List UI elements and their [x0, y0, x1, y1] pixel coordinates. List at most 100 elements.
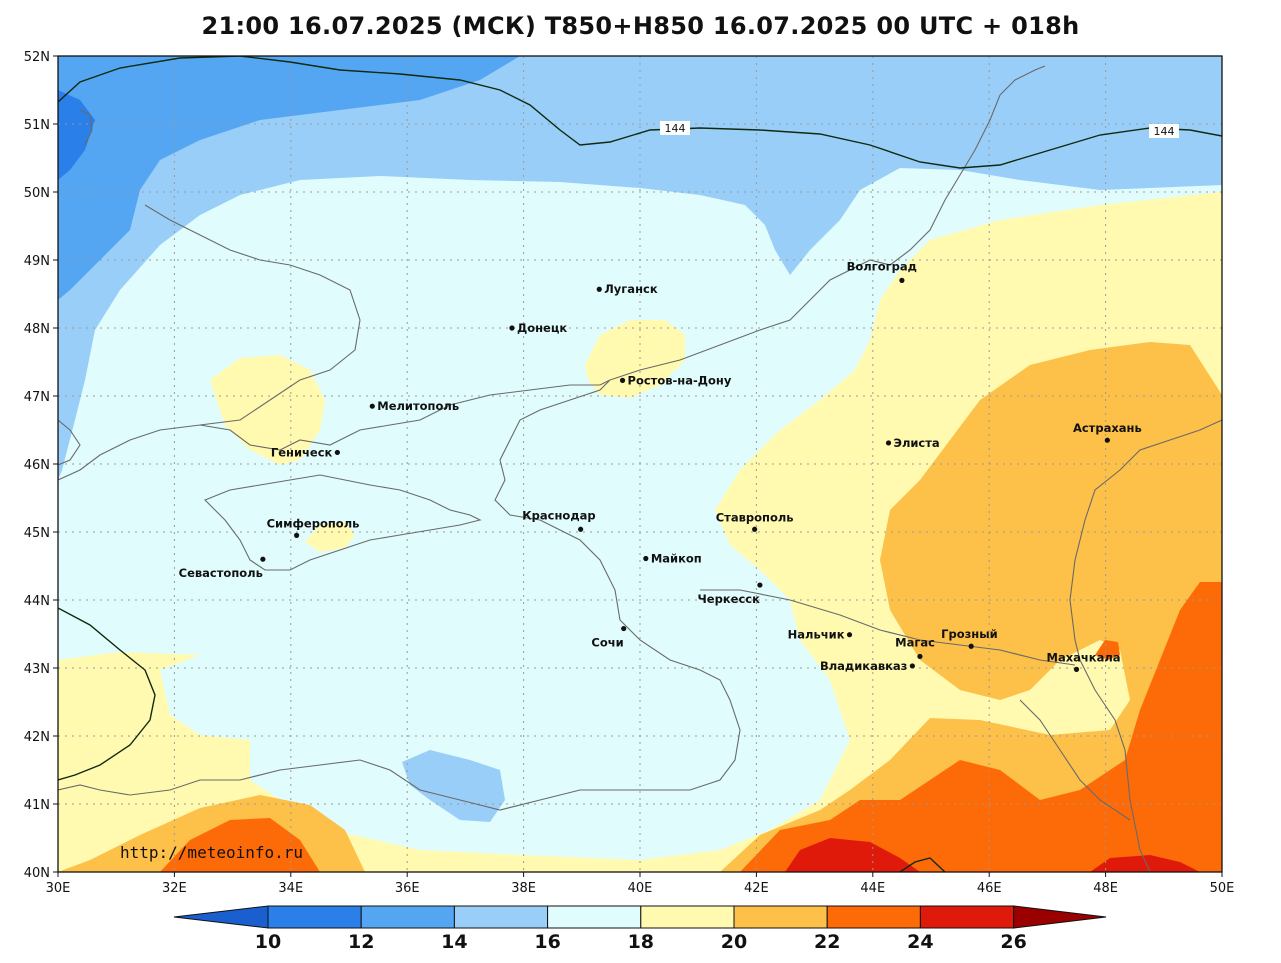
- city-label: Майкоп: [651, 552, 702, 566]
- isohypse-labels: 144 144: [660, 121, 1179, 138]
- lat-tick-label: 42N: [24, 730, 50, 745]
- city-label: Грозный: [941, 627, 998, 641]
- colorbar-label: 26: [1000, 931, 1026, 953]
- colorbar-segment: [547, 905, 642, 929]
- isohypse-label-2: 144: [1154, 125, 1175, 138]
- city-marker: [968, 643, 974, 649]
- colorbar-segment: [267, 905, 362, 929]
- city-marker: [909, 663, 915, 669]
- city-marker: [846, 632, 853, 638]
- lon-tick-label: 50E: [1210, 881, 1235, 896]
- colorbar-label: 20: [721, 931, 747, 953]
- city-label: Волгоград: [847, 259, 917, 273]
- city-marker: [899, 277, 905, 283]
- lat-tick-label: 40N: [24, 866, 50, 881]
- lon-tick-label: 40E: [628, 881, 653, 896]
- lat-tick-label: 46N: [24, 458, 50, 473]
- city-label: Махачкала: [1047, 650, 1121, 664]
- colorbar-segment: [360, 905, 455, 929]
- city-marker: [334, 449, 340, 456]
- lon-tick-label: 42E: [744, 881, 769, 896]
- city-marker: [369, 403, 375, 409]
- city-label: Симферополь: [267, 516, 360, 530]
- lat-tick-label: 48N: [24, 322, 50, 337]
- colorbar-label: 16: [534, 931, 560, 953]
- field-18-20-rostov: [585, 320, 685, 398]
- lat-tick-label: 51N: [24, 118, 50, 133]
- lon-tick-label: 48E: [1093, 881, 1118, 896]
- temperature-field: [58, 56, 1222, 872]
- city-label: Элиста: [894, 436, 940, 450]
- coastlines: [58, 65, 1222, 872]
- city-label: Ставрополь: [716, 510, 794, 524]
- lat-tick-label: 52N: [24, 50, 50, 65]
- map-title: 21:00 16.07.2025 (МСК) T850+H850 16.07.2…: [201, 12, 1080, 40]
- city-marker: [643, 555, 649, 562]
- longitude-axis: 30E 32E 34E 36E 38E 40E 42E 44E 46E 48E 50E: [46, 872, 1235, 896]
- lat-tick-label: 43N: [24, 662, 50, 677]
- lat-tick-label: 50N: [24, 186, 50, 201]
- city-label: Магас: [895, 635, 935, 649]
- lat-tick-label: 41N: [24, 798, 50, 813]
- city-marker: [619, 377, 626, 383]
- city-marker: [260, 556, 266, 562]
- colorbar-segment: [826, 905, 921, 929]
- colorbar-segment: [919, 905, 1015, 929]
- city-marker: [1073, 666, 1080, 672]
- lat-tick-label: 49N: [24, 254, 50, 269]
- colorbar-label: 10: [255, 931, 281, 953]
- city-label: Севастополь: [179, 566, 263, 580]
- colorbar-label: 14: [441, 931, 467, 953]
- field-18-20-crimea: [305, 522, 355, 552]
- field-24-26-east: [1090, 855, 1200, 872]
- colorbar-arrow-high: [1013, 905, 1107, 929]
- colorbar-arrow-low: [173, 905, 269, 929]
- lon-tick-label: 46E: [977, 881, 1002, 896]
- lat-tick-label: 45N: [24, 526, 50, 541]
- isohypses: [58, 56, 1222, 872]
- watermark-url: http://meteoinfo.ru: [120, 843, 303, 862]
- city-label: Донецк: [517, 321, 567, 335]
- city-marker: [752, 526, 758, 532]
- cities-layer: Волгоград Луганск Донецк Ростов-на-Дону Мели…: [179, 259, 1142, 673]
- colorbar-label: 22: [814, 931, 840, 953]
- city-marker: [596, 286, 602, 292]
- colorbar-label: 12: [348, 931, 374, 953]
- colorbar-segment: [453, 905, 549, 929]
- lon-tick-label: 30E: [46, 881, 71, 896]
- colorbar-segment: [733, 905, 828, 929]
- lat-tick-label: 47N: [24, 390, 50, 405]
- colorbar-label: 24: [907, 931, 933, 953]
- city-label: Луганск: [604, 282, 658, 296]
- city-marker: [757, 582, 763, 588]
- field-12-14: [58, 56, 520, 300]
- city-label: Мелитополь: [377, 399, 459, 413]
- lon-tick-label: 38E: [511, 881, 536, 896]
- city-marker: [509, 325, 515, 331]
- city-label: Астрахань: [1073, 421, 1142, 435]
- lon-tick-label: 32E: [162, 881, 187, 896]
- city-marker: [294, 532, 300, 539]
- field-18-20-east: [58, 192, 1222, 872]
- city-label: Краснодар: [522, 508, 595, 522]
- city-label: Черкесск: [698, 592, 761, 606]
- lat-tick-label: 44N: [24, 594, 50, 609]
- city-marker: [578, 526, 584, 532]
- field-22-24: [740, 582, 1222, 872]
- colorbar-label: 18: [628, 931, 654, 953]
- city-marker: [1104, 437, 1110, 443]
- colorbar-segment: [640, 905, 735, 929]
- city-label: Геническ: [271, 445, 333, 459]
- city-marker: [917, 653, 923, 660]
- field-24-26-south: [785, 838, 920, 872]
- latitude-axis: 52N 51N 50N 49N 48N 47N 46N 45N 44N 43N 42N 41N 40N: [24, 50, 58, 881]
- field-22-24-southwest: [160, 818, 320, 872]
- field-20-22: [720, 342, 1222, 872]
- city-label: Нальчик: [788, 628, 845, 642]
- city-label: Владикавказ: [820, 659, 907, 673]
- colorbar: 10 12 14 16 18 20 22 24 26: [173, 905, 1107, 953]
- lon-tick-label: 36E: [395, 881, 420, 896]
- lon-tick-label: 44E: [860, 881, 885, 896]
